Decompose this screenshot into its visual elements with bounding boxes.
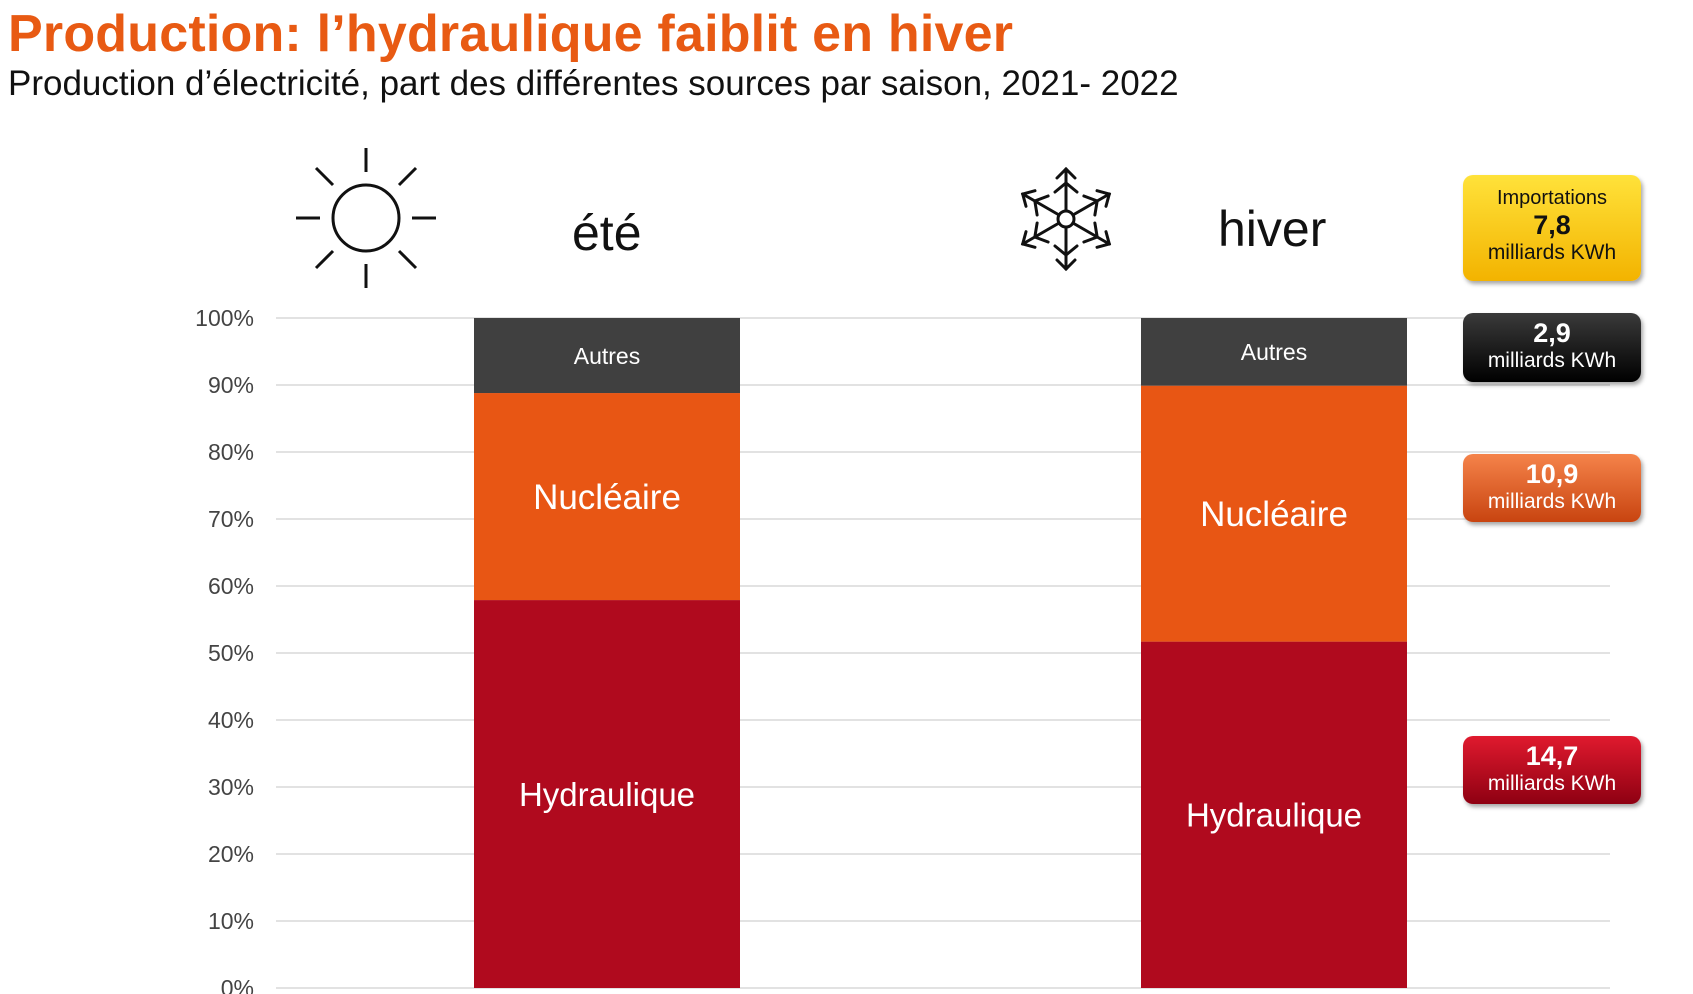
callout-imports: Importations 7,8 milliards KWh	[1463, 175, 1641, 281]
sun-icon	[296, 148, 436, 288]
y-tick-label: 50%	[208, 640, 254, 666]
page-title: Production: l’hydraulique faiblit en hiv…	[8, 5, 1014, 63]
y-tick-label: 80%	[208, 439, 254, 465]
segment-label-nucleaire: Nucléaire	[1200, 495, 1348, 534]
callout-autres-value: 2,9	[1533, 318, 1571, 348]
bar-segment-hydraulique	[1141, 641, 1407, 988]
callout-hydraulique-value: 14,7	[1525, 741, 1579, 771]
callout-autres: 2,9 milliards KWh	[1463, 313, 1641, 382]
callout-nucleaire-value: 10,9	[1525, 459, 1579, 489]
bar-segment-hydraulique	[474, 600, 740, 988]
callout-autres-unit: milliards KWh	[1487, 349, 1617, 372]
callout-nucleaire-unit: milliards KWh	[1487, 490, 1617, 513]
segment-label-hydraulique: Hydraulique	[519, 776, 695, 813]
bar-segment-nucleaire	[1141, 385, 1407, 642]
y-tick-label: 10%	[208, 908, 254, 934]
y-axis: 0% 10% 20% 30% 40% 50% 60% 70% 80% 90% 100%	[195, 305, 254, 994]
season-label-ete: été	[572, 205, 642, 261]
page-subtitle: Production d’électricité, part des diffé…	[8, 64, 1179, 103]
y-tick-label: 0%	[221, 975, 254, 994]
y-tick-label: 20%	[208, 841, 254, 867]
snowflake-icon	[1020, 166, 1112, 272]
callout-hydraulique: 14,7 milliards KWh	[1463, 736, 1641, 804]
y-tick-label: 30%	[208, 774, 254, 800]
callout-imports-unit: milliards KWh	[1487, 241, 1617, 264]
segment-labels: Hydraulique Nucléaire Autres Hydraulique Nuc…	[519, 339, 1362, 834]
segment-label-autres: Autres	[574, 343, 640, 369]
segment-label-nucleaire: Nucléaire	[533, 478, 681, 517]
bar-segment-nucleaire	[474, 393, 740, 601]
callout-hydraulique-unit: milliards KWh	[1487, 772, 1617, 795]
y-tick-label: 90%	[208, 372, 254, 398]
bar-segment-autres	[1141, 318, 1407, 386]
callout-nucleaire: 10,9 milliards KWh	[1463, 454, 1641, 522]
segment-label-hydraulique: Hydraulique	[1186, 797, 1362, 834]
callout-imports-value: 7,8	[1533, 210, 1571, 240]
bar-segment-autres	[474, 318, 740, 394]
y-tick-label: 100%	[195, 305, 254, 331]
callout-imports-label: Importations	[1496, 187, 1608, 209]
bars	[474, 318, 1407, 988]
y-tick-label: 40%	[208, 707, 254, 733]
segment-label-autres: Autres	[1241, 339, 1307, 365]
y-tick-label: 70%	[208, 506, 254, 532]
season-label-hiver: hiver	[1218, 201, 1327, 257]
y-tick-label: 60%	[208, 573, 254, 599]
